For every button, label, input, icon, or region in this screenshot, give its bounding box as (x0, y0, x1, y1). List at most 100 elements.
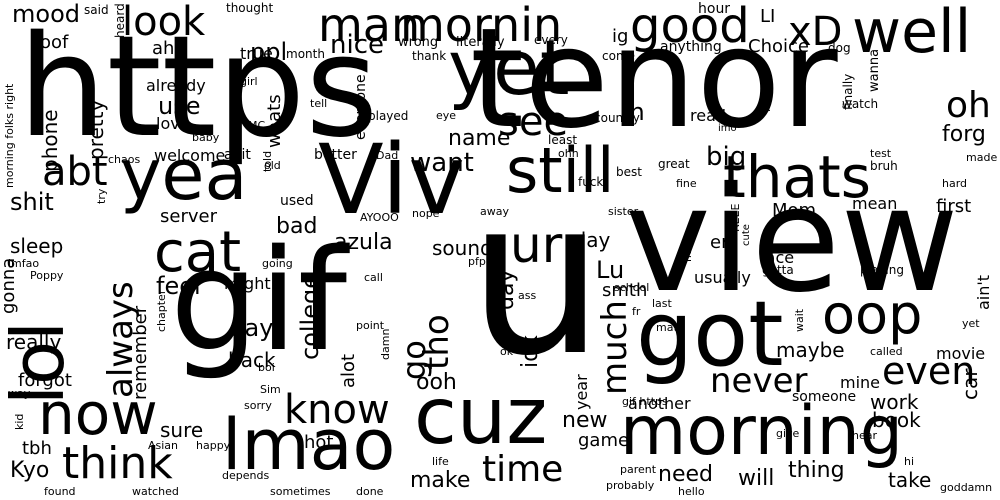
cloud-word: still (506, 134, 615, 207)
cloud-word: new (562, 408, 608, 433)
cloud-word: whats (264, 94, 285, 148)
cloud-word: fr (632, 305, 641, 318)
cloud-word: someone (792, 389, 857, 405)
cloud-word: boi (258, 361, 275, 374)
cloud-word: forg (942, 122, 986, 147)
cloud-word: lmao (222, 404, 396, 486)
cloud-word: hi (904, 455, 915, 468)
cloud-word: last (652, 297, 672, 310)
cloud-word: abt (42, 149, 108, 195)
cloud-word: school (614, 281, 650, 294)
cloud-word: come (602, 49, 636, 63)
cloud-word: em (710, 232, 739, 253)
cloud-word: wrong (398, 35, 439, 50)
cloud-word: dog (828, 41, 851, 55)
cloud-word: need (658, 462, 713, 487)
cloud-word: LI (760, 6, 776, 27)
cloud-word: mean (852, 194, 898, 213)
cloud-word: night (759, 81, 773, 112)
cloud-word: name (448, 126, 511, 151)
cloud-word: ooh (416, 370, 457, 395)
cloud-word: morning folks right (3, 83, 16, 188)
cloud-word: ppl (250, 38, 288, 66)
cloud-word: sure (160, 418, 204, 442)
cloud-word: oof (40, 32, 69, 53)
cloud-word: well (852, 0, 972, 67)
cloud-word: say (232, 314, 274, 342)
cloud-word: cat (154, 220, 242, 285)
cloud-word: might (224, 274, 271, 293)
cloud-word: azula (334, 230, 393, 255)
cloud-word: wait (793, 308, 806, 332)
cloud-word: sleep (10, 234, 64, 258)
cloud-word: said (84, 3, 109, 17)
cloud-word: fine (676, 177, 697, 190)
cloud-word: even (882, 349, 976, 393)
cloud-word: pretty (84, 99, 108, 160)
cloud-word: make (410, 468, 471, 493)
cloud-word: forgot (18, 370, 72, 391)
cloud-word: will (738, 466, 775, 491)
cloud-word: girl (240, 75, 258, 88)
cloud-word: math (656, 321, 685, 334)
cloud-word: sound (432, 236, 493, 260)
cloud-word: played (368, 109, 409, 123)
cloud-word: hot (304, 432, 334, 453)
cloud-word: rn (620, 98, 645, 126)
cloud-word: life (432, 455, 449, 468)
cloud-word: never (710, 361, 808, 401)
cloud-word: least (548, 133, 578, 147)
cloud-word: try (95, 188, 108, 204)
cloud-word: Choice (748, 36, 809, 57)
cloud-word: yet (962, 317, 980, 330)
cloud-word: already (146, 76, 206, 95)
cloud-word: abit (224, 147, 251, 163)
cloud-word: look (122, 0, 206, 45)
cloud-word: depends (222, 469, 270, 482)
cloud-word: https (18, 6, 379, 169)
cloud-word: big (706, 142, 747, 172)
cloud-word: game (578, 430, 630, 451)
cloud-word: tell (310, 97, 328, 110)
cloud-word: thats (723, 143, 872, 211)
cloud-word: best (616, 165, 642, 179)
cloud-word: away (480, 205, 509, 218)
cloud-word: year (572, 374, 591, 410)
cloud-word: know (284, 387, 390, 433)
cloud-word: phone (38, 109, 62, 172)
cloud-word: ig (612, 26, 629, 47)
cloud-word: maybe (776, 338, 845, 362)
cloud-word: Dad (376, 149, 399, 162)
cloud-word: book (872, 408, 921, 432)
cloud-word: REEE (729, 203, 742, 233)
cloud-word: mine (840, 373, 881, 392)
cloud-word: yet (448, 23, 570, 112)
cloud-word: mood (12, 0, 80, 28)
cloud-word: ass (518, 289, 537, 302)
cloud-word: idk (518, 335, 543, 368)
cloud-word: kid (13, 413, 26, 430)
cloud-word: mornin (400, 0, 563, 52)
cloud-word: ahh (152, 38, 186, 59)
cloud-word: work (870, 390, 919, 414)
cloud-word: Poppy (30, 269, 64, 282)
cloud-word: welcome (154, 146, 226, 165)
cloud-word: chaos (108, 153, 141, 166)
cloud-word: old (264, 159, 281, 172)
cloud-word: baby (192, 131, 220, 144)
cloud-word: Kyo (10, 458, 50, 483)
cloud-word: Asian (148, 439, 179, 452)
cloud-word: hello (678, 485, 705, 498)
cloud-word: car (958, 368, 982, 400)
cloud-word: thing (788, 458, 845, 483)
cloud-word: hard (942, 177, 968, 190)
cloud-word: think (62, 438, 173, 489)
cloud-word: chapter (155, 289, 168, 332)
cloud-word: sometimes (270, 485, 331, 498)
cloud-word: cuz (414, 372, 548, 462)
cloud-word: oh (946, 85, 991, 126)
cloud-word: ok (500, 345, 514, 358)
cloud-word: probably (606, 479, 655, 492)
cloud-word: fuck (578, 175, 604, 189)
cloud-word: sister (608, 205, 639, 218)
